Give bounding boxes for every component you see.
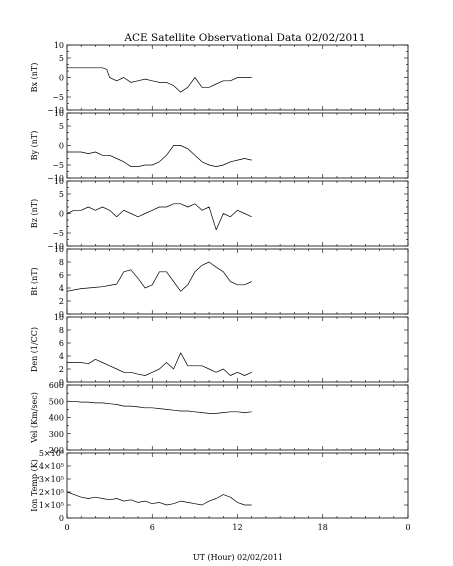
x-tick-label: 0 (64, 523, 69, 532)
page-title: ACE Satellite Observational Data 02/02/2… (123, 32, 365, 44)
y-tick-label: 4×10⁵ (39, 462, 64, 471)
y-tick-label: 1×10⁵ (39, 501, 64, 510)
y-axis-label: Vel (Km/sec) (30, 392, 39, 444)
y-tick-label: 0 (59, 74, 64, 83)
data-series-line (66, 491, 252, 506)
y-tick-label: 500 (49, 397, 64, 406)
y-tick-label: 5 (59, 190, 64, 199)
panel-4: 0 2 4 6 8 10 Bt (nT) (30, 245, 409, 319)
y-tick-label: 5×10⁵ (39, 449, 64, 458)
y-tick-label: 8 (59, 326, 64, 335)
data-series-line (66, 203, 252, 231)
panel-6: 200 300 400 500 600 Vel (Km/sec) (30, 381, 409, 455)
y-tick-label: −10 (47, 174, 64, 183)
y-tick-label: −5 (52, 93, 64, 102)
y-tick-label: 6 (59, 271, 64, 280)
x-axis-label: UT (Hour) 02/02/2011 (193, 553, 283, 562)
y-tick-label: 6 (59, 339, 64, 348)
y-tick-label: 10 (54, 109, 64, 118)
y-tick-label: 2 (59, 365, 64, 374)
y-tick-label: 4 (59, 352, 64, 361)
y-axis-label: Bt (nT) (30, 267, 39, 295)
panel-frame (66, 112, 409, 179)
y-tick-label: 4 (59, 284, 64, 293)
y-tick-label: 600 (49, 381, 64, 390)
y-tick-label: 3×10⁵ (39, 475, 64, 484)
y-tick-label: 2×10⁵ (39, 488, 64, 497)
panel-frame (66, 452, 409, 519)
y-tick-label: 400 (49, 414, 64, 423)
x-tick-label: 18 (318, 523, 328, 532)
panel-3: −10 −5 0 5 10 Bz (nT) (30, 177, 409, 251)
data-series-line (67, 400, 252, 414)
panel-frame (66, 384, 409, 451)
data-series-line (66, 261, 252, 292)
panel-2: −10 −5 0 5 10 By (nT) (30, 109, 409, 183)
panel-1: −10 −5 0 5 10 Bx (nT) (30, 41, 409, 115)
x-tick-label: 6 (150, 523, 155, 532)
data-series-line (67, 145, 252, 167)
y-tick-label: 10 (54, 177, 64, 186)
y-tick-label: 10 (54, 245, 64, 254)
x-tick-label: 12 (232, 523, 242, 532)
y-tick-label: 5 (59, 54, 64, 63)
panel-5: 0 2 4 6 8 10 Den (1/CC) (30, 313, 409, 387)
y-axis-label: By (nT) (30, 131, 39, 161)
y-axis-label: Bz (nT) (30, 199, 39, 228)
y-tick-label: 0 (59, 514, 64, 523)
data-series-line (67, 352, 252, 376)
x-tick-label: 0 (405, 523, 410, 532)
y-tick-label: −5 (52, 161, 64, 170)
y-tick-label: 5 (59, 122, 64, 131)
y-tick-label: 300 (49, 430, 64, 439)
panels-group: −10 −5 0 5 10 Bx (nT) −10 −5 0 5 10 By (nT) −10 −5 0 5 1… (30, 41, 411, 532)
y-tick-label: 200 (49, 446, 64, 455)
y-axis-label: Den (1/CC) (30, 327, 39, 372)
y-tick-label: 0 (59, 310, 64, 319)
y-tick-label: 0 (59, 210, 64, 219)
y-tick-label: 8 (59, 258, 64, 267)
y-tick-label: −10 (47, 106, 64, 115)
y-tick-label: −10 (47, 242, 64, 251)
y-tick-label: 2 (59, 297, 64, 306)
panel-frame (66, 180, 409, 247)
data-series-line (67, 67, 252, 93)
y-axis-label: Bx (nT) (30, 63, 39, 93)
y-tick-label: 0 (59, 142, 64, 151)
y-axis-label: Ion Temp (K) (30, 459, 39, 512)
y-tick-label: 0 (59, 378, 64, 387)
y-tick-label: −5 (52, 229, 64, 238)
y-tick-label: 10 (54, 313, 64, 322)
y-tick-label: 10 (54, 41, 64, 50)
